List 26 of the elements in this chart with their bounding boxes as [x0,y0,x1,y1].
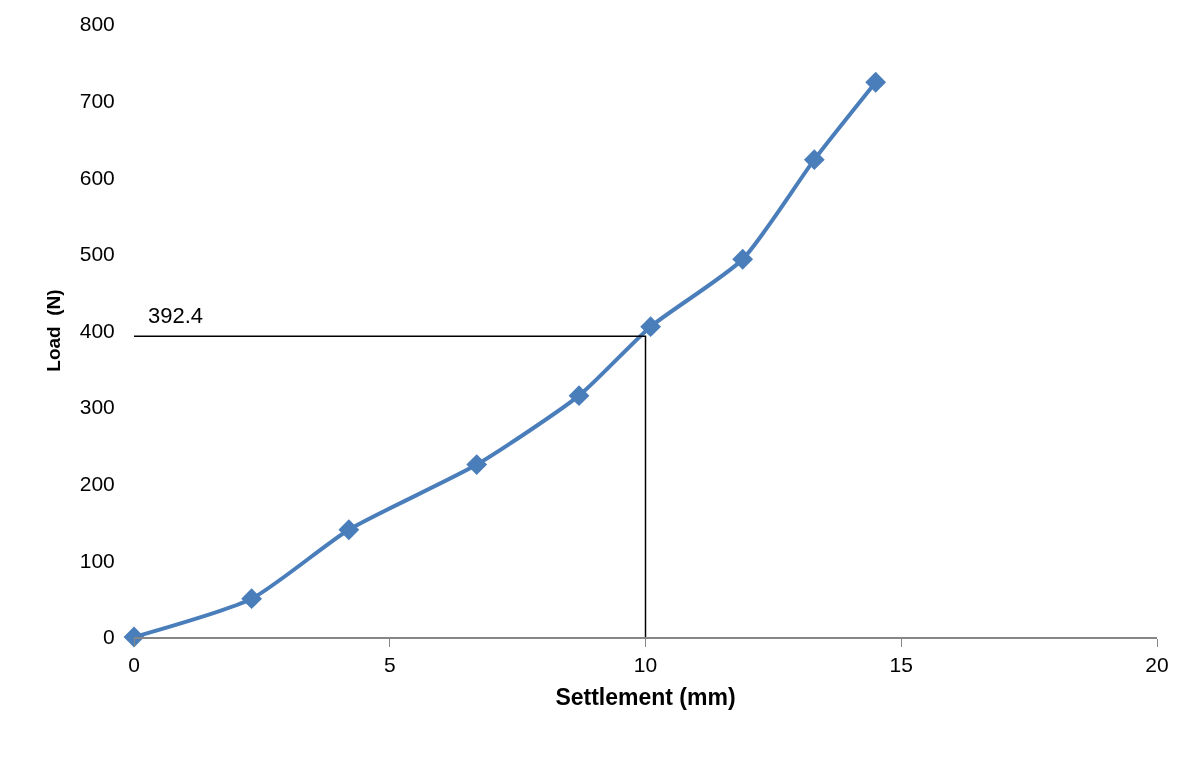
x-axis-title: Settlement (mm) [555,684,736,711]
y-axis-title: Load (N) [42,289,64,372]
y-tick-label: 400 [79,318,115,342]
y-tick-label: 700 [79,88,115,112]
x-tick-label: 10 [633,652,658,676]
x-tick-label: 5 [383,652,396,676]
y-tick-label: 0 [103,625,115,649]
y-tick-label: 200 [79,472,115,496]
x-tick-label: 0 [128,652,140,676]
point [568,385,590,407]
point [640,316,662,338]
y-tick-label: 300 [79,395,115,419]
point [123,626,145,648]
y-tick-label: 600 [79,165,115,189]
point [865,71,887,93]
x-tick-label: 20 [1145,652,1169,676]
point [732,248,754,270]
y-tick-label: 100 [79,548,115,572]
y-tick-label: 800 [79,12,115,36]
point [803,149,825,171]
x-tick-label: 15 [889,652,913,676]
point [241,588,263,610]
point [466,454,488,475]
y-tick-label: 500 [79,242,115,266]
point [338,519,360,541]
annotation: 392.4 [148,303,204,328]
